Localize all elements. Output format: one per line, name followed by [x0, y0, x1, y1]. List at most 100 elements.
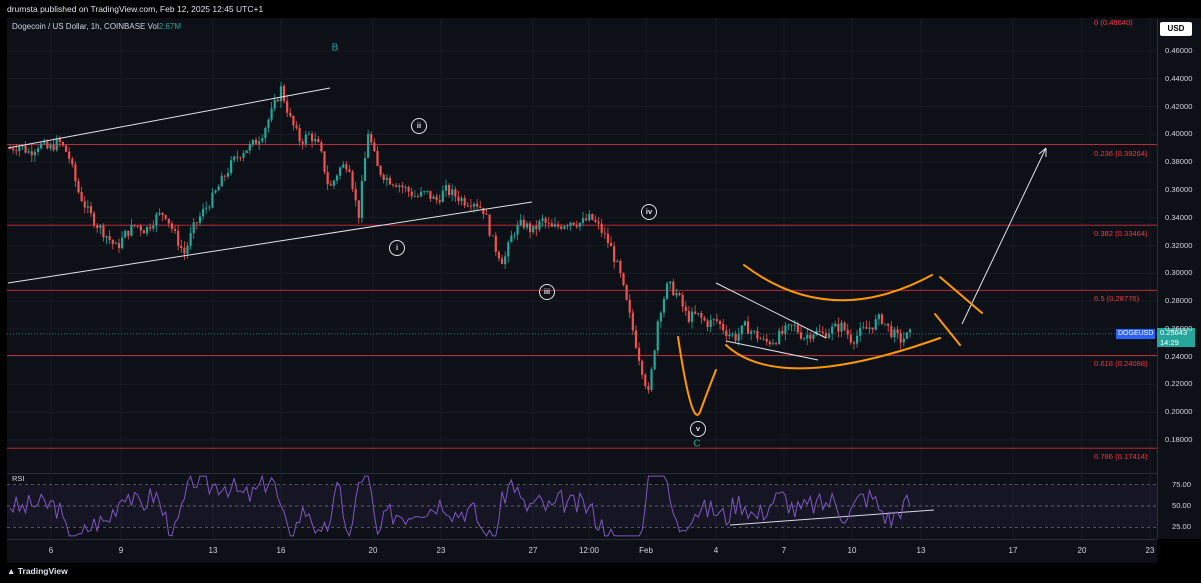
wave-label-circled: ii: [411, 118, 427, 134]
price-tick-label: 0.20000: [1165, 407, 1193, 417]
candle-body: [180, 245, 183, 248]
candle-body: [49, 145, 52, 149]
candle-body: [784, 325, 787, 334]
symbol-title: Dogecoin / US Dollar, 1h, COINBASE: [12, 22, 146, 31]
candle-body: [429, 190, 432, 199]
candle-body: [902, 338, 905, 343]
candle-body: [874, 319, 877, 330]
candle-body: [510, 235, 513, 243]
candle-body: [211, 192, 214, 208]
candle-body: [46, 141, 49, 149]
candle-body: [416, 196, 420, 197]
price-tick-label: 0.18000: [1165, 435, 1193, 444]
candle-body: [725, 330, 728, 337]
candle-body: [24, 145, 27, 153]
candle-body: [625, 285, 628, 300]
price-tick-label: 0.26000: [1165, 323, 1193, 333]
time-tick-label: 9: [118, 546, 124, 555]
candle-body: [803, 338, 806, 340]
candle-body: [516, 224, 519, 235]
candle-body: [476, 203, 479, 207]
candle-body: [497, 251, 501, 259]
candle-body: [563, 226, 566, 229]
time-tick-label: 13: [916, 546, 926, 555]
candle-body: [345, 164, 348, 170]
time-tick-label: 4: [713, 546, 719, 555]
candle-body: [591, 213, 594, 220]
candle-body: [522, 219, 525, 228]
candle-body: [672, 281, 675, 296]
publisher-bar: drumsta published on TradingView.com, Fe…: [0, 0, 1201, 18]
time-axis[interactable]: [7, 539, 1157, 564]
candle-body: [700, 313, 703, 318]
candle-body: [750, 331, 753, 334]
candle-body: [149, 226, 152, 229]
candle-body: [74, 164, 77, 182]
candle-body: [778, 330, 781, 344]
candle-body: [880, 314, 884, 324]
candle-body: [251, 139, 255, 145]
candle-body: [846, 329, 849, 335]
tv-logo-icon: ▲: [7, 566, 16, 576]
candle-body: [133, 224, 136, 226]
candle-body: [718, 321, 722, 324]
candle-body: [448, 185, 451, 196]
candle-body: [740, 325, 743, 335]
wave-label-circled: iii: [539, 284, 555, 300]
candle-body: [282, 86, 286, 102]
candle-body: [827, 333, 831, 338]
candle-body: [690, 311, 694, 322]
time-tick-label: 20: [368, 546, 378, 555]
candle-body: [759, 338, 762, 340]
price-tick-label: 0.34000: [1165, 212, 1193, 222]
rsi-pane[interactable]: [7, 473, 1157, 540]
candle-body: [560, 226, 563, 229]
rsi-band: [7, 484, 1157, 528]
wedge-lower: [725, 340, 819, 361]
candle-body: [457, 196, 460, 202]
candle-body: [214, 190, 217, 193]
candle-body: [454, 189, 457, 197]
fib-label: 0.618 (0.24088): [1094, 359, 1148, 369]
candle-body: [64, 145, 68, 152]
candle-body: [407, 187, 410, 192]
candle-body: [270, 108, 273, 120]
fib-label: 0.786 (0.17414): [1094, 452, 1148, 462]
currency-button[interactable]: USD: [1160, 22, 1192, 36]
cup-upper-curve: [743, 264, 933, 302]
candle-body: [273, 99, 276, 109]
candle-body: [161, 212, 164, 216]
rsi-level-label: 25.00: [1172, 522, 1192, 532]
wave-label-circled: iv: [641, 204, 657, 220]
candle-body: [276, 99, 279, 102]
breakout-mark-lower: [934, 313, 961, 346]
candle-body: [528, 223, 532, 233]
candle-body: [264, 128, 267, 139]
candle-body: [111, 239, 114, 244]
candle-body: [556, 224, 560, 227]
candle-body: [588, 213, 591, 221]
candle-body: [230, 160, 233, 174]
candle-body: [145, 226, 149, 234]
candle-body: [532, 225, 535, 233]
time-tick-label: 16: [276, 546, 286, 555]
candle-body: [239, 157, 242, 159]
candle-body: [195, 222, 198, 224]
tradingview-logo[interactable]: ▲ TradingView: [7, 566, 68, 576]
candle-body: [765, 338, 768, 342]
candle-body: [722, 323, 725, 331]
candle-body: [248, 144, 251, 151]
candle-body: [507, 242, 510, 257]
candle-body: [883, 323, 887, 325]
candle-body: [535, 225, 538, 230]
candle-body: [220, 175, 223, 187]
price-tick-label: 0.38000: [1165, 157, 1193, 167]
candle-body: [58, 138, 61, 143]
price-axis[interactable]: [1157, 18, 1201, 539]
candle-body: [217, 186, 220, 191]
candle-body: [258, 141, 261, 144]
candle-body: [173, 229, 177, 231]
candle-body: [267, 119, 270, 129]
candle-body: [609, 243, 613, 247]
candle-body: [715, 319, 719, 322]
